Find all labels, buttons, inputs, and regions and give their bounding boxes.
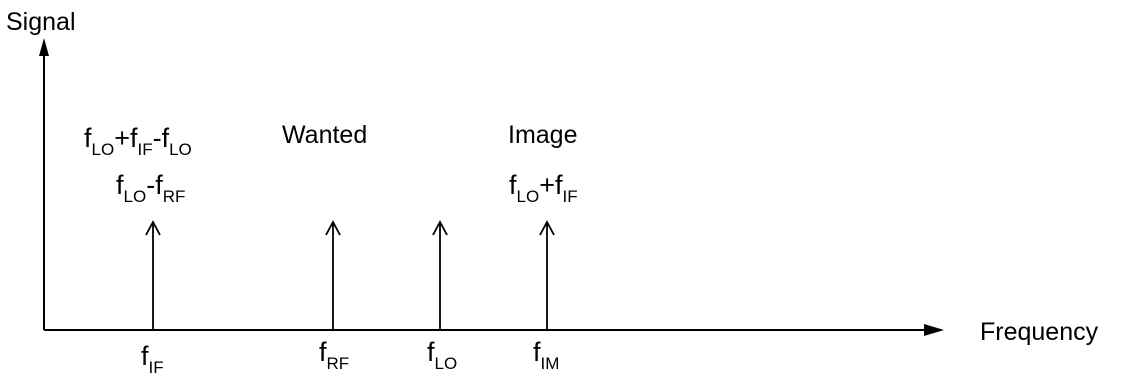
- arrow-lo: [432, 220, 448, 330]
- tick-label-if: fIF: [141, 341, 164, 377]
- intermod-expression: fLO+fIF-fLO: [84, 123, 192, 159]
- arrow-if: [145, 220, 161, 330]
- arrow-rf: [325, 220, 341, 330]
- wanted-heading: Wanted: [282, 121, 368, 149]
- image-product-expression: fLO+fIF: [509, 170, 578, 206]
- tick-label-lo: fLO: [427, 337, 458, 373]
- x-axis-arrowhead: [924, 324, 944, 336]
- tick-label-im: fIM: [533, 337, 560, 373]
- if-product-expression: fLO-fRF: [116, 170, 186, 206]
- y-axis-label: Signal: [6, 8, 76, 36]
- tick-label-rf: fRF: [319, 337, 350, 373]
- y-axis-arrowhead: [39, 38, 49, 56]
- arrow-im: [539, 220, 555, 330]
- image-heading: Image: [508, 121, 578, 149]
- x-axis-label: Frequency: [980, 318, 1099, 346]
